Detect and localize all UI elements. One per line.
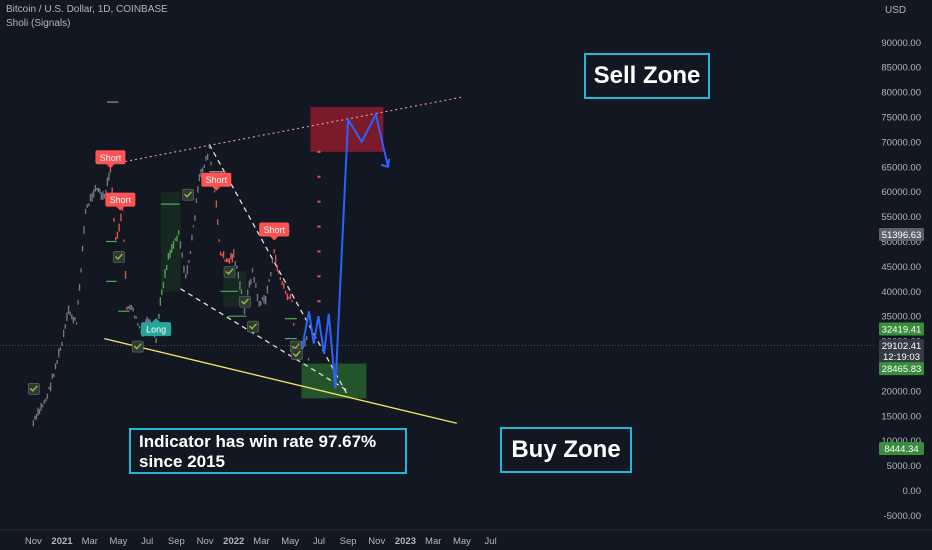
x-tick-label: Mar: [425, 536, 441, 547]
target-tick-2: [317, 200, 321, 203]
price-tag-box: [879, 350, 924, 364]
short-signal-label: Short: [110, 195, 132, 205]
x-tick-label: 2022: [223, 536, 244, 547]
price-tag-label: 8444.34: [884, 444, 918, 455]
x-tick-label: Jul: [485, 536, 497, 547]
x-tick-label: Jul: [141, 536, 153, 547]
short-pointer: [116, 206, 125, 211]
y-tick-label: 15000.00: [881, 411, 921, 422]
y-tick-label: 10000.00: [881, 436, 921, 447]
forecast-arrowhead: [380, 158, 391, 169]
target-tick-0: [317, 150, 321, 153]
y-tick-label: 50000.00: [881, 237, 921, 248]
x-tick-label: Sep: [168, 536, 185, 547]
symbol-title: Bitcoin / U.S. Dollar, 1D, COINBASE: [6, 4, 168, 15]
x-tick-label: Nov: [25, 536, 42, 547]
sell-zone-label: Sell Zone: [584, 53, 710, 99]
y-tick-label: 75000.00: [881, 113, 921, 124]
y-tick-label: 55000.00: [881, 212, 921, 223]
x-tick-label: Mar: [82, 536, 98, 547]
check-icon: [292, 350, 301, 358]
short-signal-badge: [105, 192, 136, 207]
price-tag-box: [879, 228, 924, 242]
forecast-path: [300, 111, 390, 389]
price-tag-box: [879, 339, 924, 353]
trendline-dotted-0: [110, 96, 463, 165]
indicator-name: Sholi (Signals): [6, 18, 71, 29]
target-tick-6: [317, 300, 321, 303]
win-rate-note-line2: since 2015: [139, 452, 226, 471]
price-tag-label: 28465.83: [882, 364, 922, 375]
trendline-dashed-1: [208, 144, 349, 397]
short-signal-label: Short: [263, 225, 285, 235]
price-tag-label: 12:19:03: [883, 352, 920, 363]
trendline-solid-3: [104, 337, 457, 424]
target-tick-5: [317, 275, 321, 278]
check-icon: [184, 191, 193, 198]
y-tick-label: 5000.00: [887, 461, 921, 472]
trendline-dashed-2: [180, 288, 349, 392]
y-tick-label: 90000.00: [881, 38, 921, 49]
price-tag-label: 29102.41: [882, 341, 922, 352]
short-signal-badge: [95, 150, 126, 165]
long-signal-label: Long: [146, 325, 166, 335]
y-tick-label: 65000.00: [881, 162, 921, 173]
y-tick-label: 45000.00: [881, 262, 921, 273]
check-icon: [241, 298, 250, 305]
range-box-0: [160, 191, 181, 292]
check-icon: [225, 268, 234, 275]
check-icon: [249, 323, 258, 330]
price-tag-box: [879, 441, 924, 455]
long-pointer: [152, 318, 161, 323]
target-tick-3: [317, 225, 321, 228]
y-tick-label: 20000.00: [881, 386, 921, 397]
check-icon: [29, 385, 38, 392]
check-icon: [133, 343, 142, 350]
price-tag-label: 51396.63: [882, 230, 922, 241]
x-tick-label: Nov: [368, 536, 385, 547]
x-tick-label: Mar: [253, 536, 269, 547]
x-tick-label: May: [281, 536, 299, 547]
win-rate-note: Indicator has win rate 97.67% since 2015: [129, 428, 407, 474]
buy-zone-label: Buy Zone: [500, 427, 632, 473]
x-tick-label: 2023: [395, 536, 416, 547]
y-tick-label: 35000.00: [881, 312, 921, 323]
target-tick-1: [317, 175, 321, 178]
x-tick-label: May: [453, 536, 471, 547]
target-tick-4: [317, 250, 321, 253]
short-signal-label: Short: [206, 175, 228, 185]
y-tick-label: 0.00: [903, 486, 922, 497]
win-rate-note-line1: Indicator has win rate 97.67%: [139, 432, 377, 451]
x-tick-label: May: [109, 536, 127, 547]
y-tick-label: 80000.00: [881, 88, 921, 99]
short-pointer: [270, 236, 279, 241]
x-tick-label: Nov: [197, 536, 214, 547]
x-tick-label: Sep: [340, 536, 357, 547]
short-signal-badge: [259, 222, 290, 237]
long-signal-badge: [141, 322, 172, 337]
price-tag-box: [879, 362, 924, 376]
price-tag-label: 32419.41: [882, 325, 922, 336]
y-tick-label: -5000.00: [883, 511, 921, 522]
x-tick-label: 2021: [51, 536, 73, 547]
check-icon: [114, 253, 123, 260]
y-tick-label: 85000.00: [881, 63, 921, 74]
short-signal-label: Short: [100, 153, 122, 163]
y-tick-label: 70000.00: [881, 137, 921, 148]
price-tag-box: [879, 322, 924, 336]
x-tick-label: Jul: [313, 536, 325, 547]
short-signal-badge: [201, 172, 232, 187]
y-tick-label: 40000.00: [881, 287, 921, 298]
y-tick-label: 60000.00: [881, 187, 921, 198]
short-pointer: [212, 186, 221, 191]
currency-label: USD: [885, 5, 907, 16]
short-pointer: [106, 164, 115, 169]
